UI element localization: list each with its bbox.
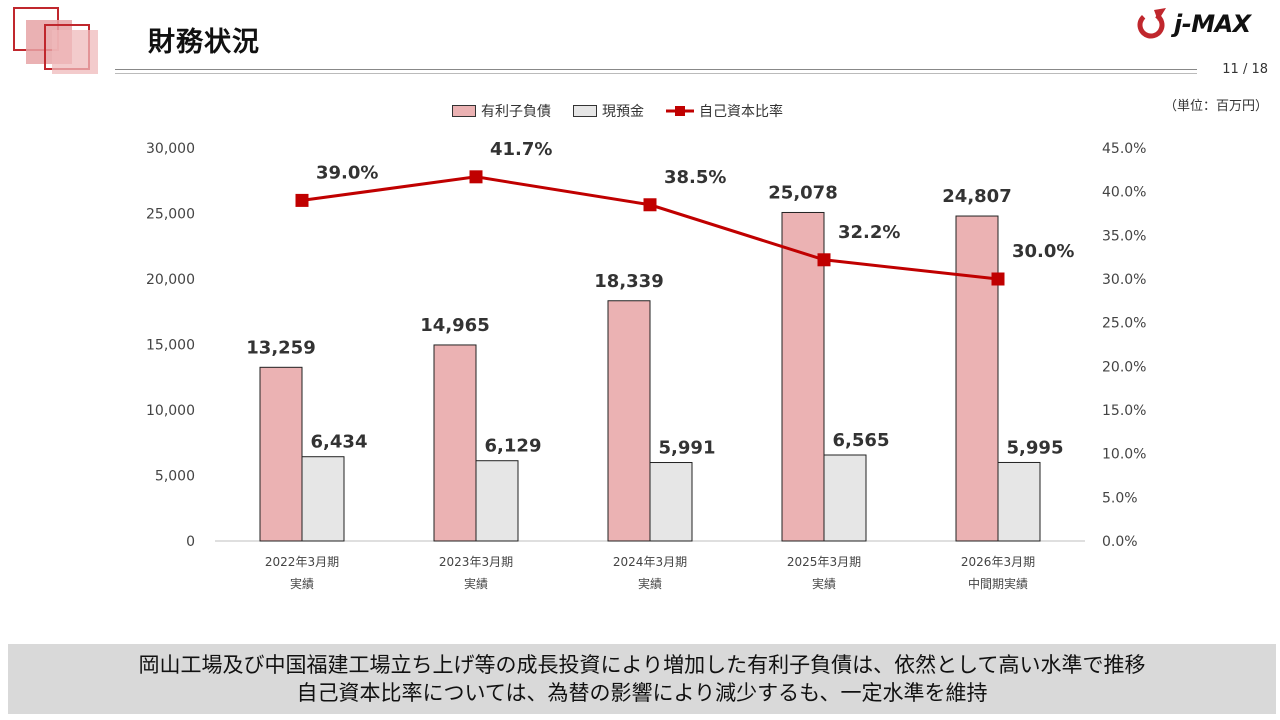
y-right-tick-label: 15.0% — [1102, 403, 1146, 419]
data-label-cash: 5,991 — [659, 438, 716, 459]
y-left-tick-label: 0 — [186, 534, 195, 550]
y-right-tick-label: 40.0% — [1102, 185, 1146, 201]
title-divider — [115, 69, 1197, 70]
legend-label-cash: 現預金 — [602, 104, 644, 120]
legend-swatch-debt — [452, 105, 476, 117]
x-tick-label: 2023年3月期 — [439, 555, 513, 569]
y-left-tick-label: 5,000 — [155, 469, 195, 485]
x-tick-label-sub: 実績 — [464, 576, 488, 591]
x-tick-label: 2026年3月期 — [961, 555, 1035, 569]
y-right-tick-label: 35.0% — [1102, 228, 1146, 244]
data-label-ratio: 39.0% — [316, 162, 378, 183]
marker-equity-ratio — [817, 253, 831, 267]
data-label-ratio: 32.2% — [838, 222, 900, 243]
logo-mark-icon — [1137, 8, 1166, 39]
legend-item-debt: 有利子負債 — [452, 101, 551, 121]
bar-cash — [649, 462, 693, 542]
bar-debt — [259, 366, 303, 542]
summary-box: 岡山工場及び中国福建工場立ち上げ等の成長投資により増加した有利子負債は、依然とし… — [8, 644, 1276, 714]
page-number: 11 / 18 — [1222, 62, 1268, 77]
y-left-tick-label: 10,000 — [146, 403, 195, 419]
x-tick-label-sub: 実績 — [812, 576, 836, 591]
y-right-tick-label: 30.0% — [1102, 272, 1146, 288]
bar-cash — [301, 456, 345, 542]
x-tick-label-sub: 実績 — [290, 576, 314, 591]
legend-swatch-cash — [573, 105, 597, 117]
chart-legend: 有利子負債 現預金 自己資本比率 — [452, 101, 783, 121]
bar-cash — [823, 454, 867, 542]
bar-debt — [433, 344, 477, 542]
bar-cash — [475, 460, 519, 542]
y-left-tick-label: 30,000 — [146, 141, 195, 157]
y-right-tick-label: 0.0% — [1102, 534, 1138, 550]
y-left-tick-label: 15,000 — [146, 338, 195, 354]
marker-equity-ratio — [643, 198, 657, 212]
data-label-debt: 24,807 — [942, 186, 1011, 207]
marker-equity-ratio — [991, 272, 1005, 286]
x-tick-label-sub: 実績 — [638, 576, 662, 591]
data-label-debt: 14,965 — [420, 315, 489, 336]
x-tick-label-sub: 中間期実績 — [968, 576, 1028, 591]
y-right-tick-label: 20.0% — [1102, 359, 1146, 375]
legend-item-cash: 現預金 — [573, 101, 644, 121]
x-tick-label: 2025年3月期 — [787, 555, 861, 569]
x-tick-label: 2024年3月期 — [613, 555, 687, 569]
bar-debt — [607, 300, 651, 542]
y-right-tick-label: 45.0% — [1102, 141, 1146, 157]
marker-equity-ratio — [295, 193, 309, 207]
legend-label-ratio: 自己資本比率 — [699, 104, 783, 120]
data-label-ratio: 41.7% — [490, 139, 552, 160]
unit-label: （単位：百万円） — [1163, 99, 1268, 114]
y-right-tick-label: 25.0% — [1102, 316, 1146, 332]
bar-debt — [781, 211, 825, 542]
data-label-cash: 6,565 — [833, 430, 890, 451]
data-label-debt: 25,078 — [768, 182, 837, 203]
bar-debt — [955, 215, 999, 542]
data-label-ratio: 30.0% — [1012, 241, 1074, 262]
data-label-ratio: 38.5% — [664, 167, 726, 188]
bar-cash — [997, 461, 1041, 542]
page-title: 財務状況 — [148, 27, 260, 58]
y-right-tick-label: 10.0% — [1102, 447, 1146, 463]
marker-equity-ratio — [469, 170, 483, 184]
legend-swatch-ratio — [666, 106, 694, 116]
data-label-cash: 6,434 — [311, 432, 368, 453]
y-right-tick-label: 5.0% — [1102, 490, 1138, 506]
y-left-tick-label: 20,000 — [146, 272, 195, 288]
company-logo: j-MAX — [1136, 6, 1251, 42]
financial-chart: 0 5,000 10,000 15,000 20,000 25,000 30,000 0.0%… — [146, 139, 1146, 591]
data-label-cash: 6,129 — [485, 436, 542, 457]
legend-item-ratio: 自己資本比率 — [666, 101, 783, 121]
data-label-debt: 13,259 — [246, 337, 315, 358]
x-tick-label: 2022年3月期 — [265, 555, 339, 569]
summary-line-1: 岡山工場及び中国福建工場立ち上げ等の成長投資により増加した有利子負債は、依然とし… — [138, 653, 1146, 677]
summary-line-2: 自己資本比率については、為替の影響により減少するも、一定水準を維持 — [296, 681, 988, 705]
y-left-tick-label: 25,000 — [146, 207, 195, 223]
logo-text: j-MAX — [1174, 10, 1251, 38]
data-label-cash: 5,995 — [1007, 437, 1064, 458]
title-divider-secondary — [115, 73, 1197, 74]
legend-label-debt: 有利子負債 — [481, 104, 551, 120]
data-label-debt: 18,339 — [594, 271, 663, 292]
